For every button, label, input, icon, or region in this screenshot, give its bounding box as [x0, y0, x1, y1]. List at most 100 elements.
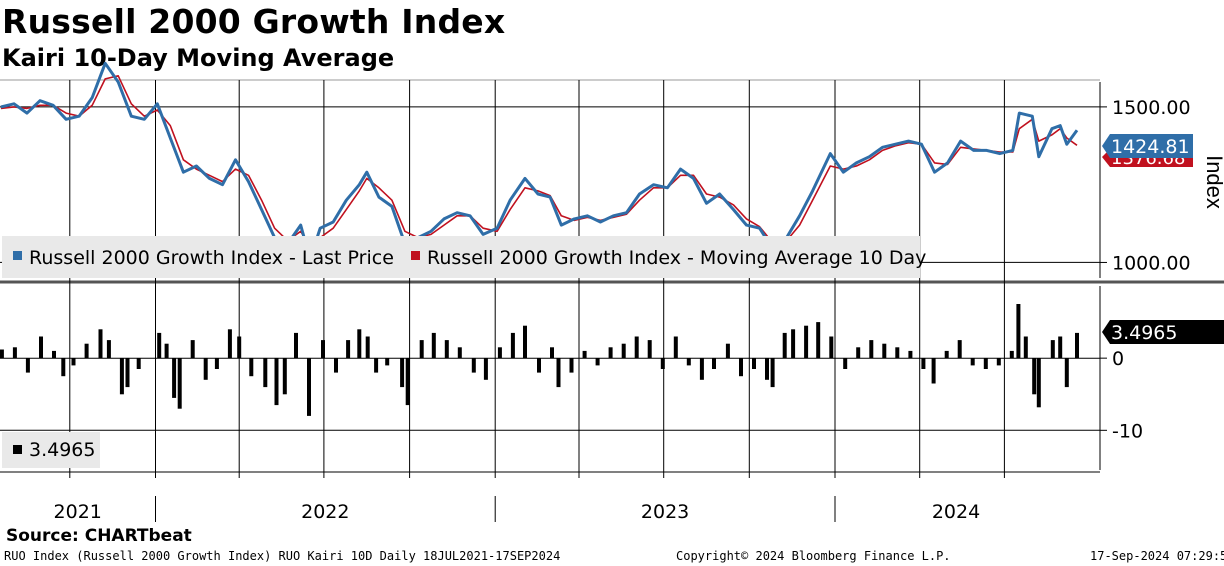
- price-legend-box: [2, 236, 920, 278]
- kairi-bar: [523, 325, 527, 359]
- kairi-bar: [177, 358, 182, 409]
- kairi-bar: [1032, 358, 1037, 395]
- kairi-bar: [214, 358, 219, 369]
- price-panel: [0, 61, 1079, 261]
- source-note: Source: CHARTbeat: [6, 526, 192, 546]
- kairi-bar: [970, 358, 975, 366]
- kairi-bar: [203, 358, 208, 380]
- kairi-bar: [765, 358, 769, 380]
- kairi-bar: [249, 358, 254, 377]
- kairi-bar: [263, 358, 268, 388]
- kairi-bar: [419, 340, 424, 359]
- legend-label-moving-average: Russell 2000 Growth Index - Moving Avera…: [427, 247, 926, 269]
- kairi-bar: [164, 343, 169, 359]
- kairi-bar: [497, 347, 502, 359]
- kairi-bar: [1016, 304, 1021, 359]
- kairi-bar: [334, 358, 338, 373]
- kairi-bar: [608, 347, 613, 359]
- kairi-bar: [71, 358, 76, 366]
- kairi-bar: [712, 358, 716, 369]
- kairi-bar: [983, 358, 988, 369]
- kairi-bar: [1058, 336, 1063, 359]
- legend-swatch-last-price: [13, 251, 22, 260]
- kairi-bar: [357, 329, 362, 359]
- kairi-bar: [595, 358, 600, 366]
- kairi-bar: [227, 329, 232, 359]
- kairi-bar: [274, 358, 279, 406]
- kairi-bar: [770, 358, 775, 388]
- kairi-bar: [471, 358, 476, 373]
- legend-swatch-kairi: [13, 445, 22, 454]
- x-year-label: 2023: [641, 501, 689, 523]
- kairi-bar: [0, 349, 4, 359]
- kairi-bar: [816, 322, 821, 359]
- kairi-bar: [752, 358, 756, 369]
- y-tick-label: 1500.00: [1112, 97, 1191, 119]
- kairi-bar: [957, 340, 962, 359]
- kairi-bar: [944, 350, 949, 359]
- kairi-bar: [804, 325, 809, 359]
- kairi-bar: [660, 358, 665, 369]
- kairi-bar: [882, 343, 887, 359]
- kairi-bar: [294, 332, 298, 359]
- kairi-bar: [282, 358, 287, 395]
- kairi-bar: [582, 350, 587, 359]
- kairi-bar: [996, 358, 1001, 366]
- badge-last-price-value: 1424.81: [1111, 136, 1190, 158]
- footer-security-info: RUO Index (Russell 2000 Growth Index) RU…: [4, 549, 561, 563]
- kairi-bar: [405, 358, 410, 406]
- kairi-bar: [39, 336, 43, 359]
- kairi-bar: [782, 332, 787, 359]
- series-line-last-price: [0, 61, 1079, 261]
- kairi-bar: [895, 347, 900, 359]
- kairi-bar: [510, 332, 515, 359]
- kairi-bar: [321, 340, 325, 359]
- kairi-bar: [136, 358, 141, 369]
- kairi-bar: [1064, 358, 1069, 388]
- kairi-bar: [1050, 340, 1055, 359]
- badge-kairi: 3.4965: [1102, 320, 1224, 344]
- kairi-bar: [12, 347, 17, 359]
- badge-kairi-value: 3.4965: [1111, 322, 1177, 344]
- chart-title: Russell 2000 Growth Index: [2, 2, 506, 41]
- kairi-bar: [365, 336, 370, 359]
- series-line-moving-average: [0, 75, 1078, 248]
- y-tick-label: 1000.00: [1112, 252, 1191, 274]
- kairi-bar: [921, 358, 926, 369]
- kairi-bar: [1036, 358, 1041, 408]
- kairi-bar: [84, 343, 89, 359]
- kairi-bar: [307, 358, 311, 416]
- kairi-bar: [725, 343, 730, 359]
- x-year-label: 2024: [932, 501, 980, 523]
- kairi-bar: [931, 358, 936, 384]
- legend-label-last-price: Russell 2000 Growth Index - Last Price: [29, 247, 394, 269]
- y-tick-label: 0: [1112, 348, 1124, 370]
- kairi-bar: [843, 358, 848, 369]
- y-ticks: 1500.00 1000.00 0 -10: [1100, 97, 1191, 442]
- kairi-bar: [686, 358, 691, 366]
- kairi-bar: [634, 336, 639, 359]
- kairi-bar: [157, 332, 162, 359]
- kairi-bar: [125, 358, 130, 388]
- kairi-bar: [829, 336, 834, 359]
- kairi-bar: [61, 358, 66, 377]
- footer-copyright: Copyright© 2024 Bloomberg Finance L.P.: [676, 549, 951, 563]
- footer-timestamp: 17-Sep-2024 07:29:52: [1090, 549, 1224, 563]
- kairi-bar: [673, 336, 678, 359]
- chart-subtitle: Kairi 10-Day Moving Average: [2, 44, 395, 72]
- kairi-bar: [431, 332, 436, 359]
- kairi-bar: [550, 347, 554, 359]
- price-y-axis-label: Index: [1202, 155, 1224, 209]
- legend-swatch-moving-average: [411, 251, 420, 260]
- kairi-bar: [385, 358, 390, 366]
- kairi-bar: [400, 358, 405, 388]
- kairi-bar: [739, 358, 743, 377]
- kairi-bar: [444, 340, 449, 359]
- kairi-bar: [237, 336, 242, 359]
- kairi-bar: [190, 340, 195, 359]
- badge-last-price: 1424.81: [1102, 134, 1193, 158]
- legend-label-kairi: 3.4965: [29, 439, 95, 461]
- x-year-label: 2021: [54, 501, 102, 523]
- kairi-bar: [483, 358, 488, 380]
